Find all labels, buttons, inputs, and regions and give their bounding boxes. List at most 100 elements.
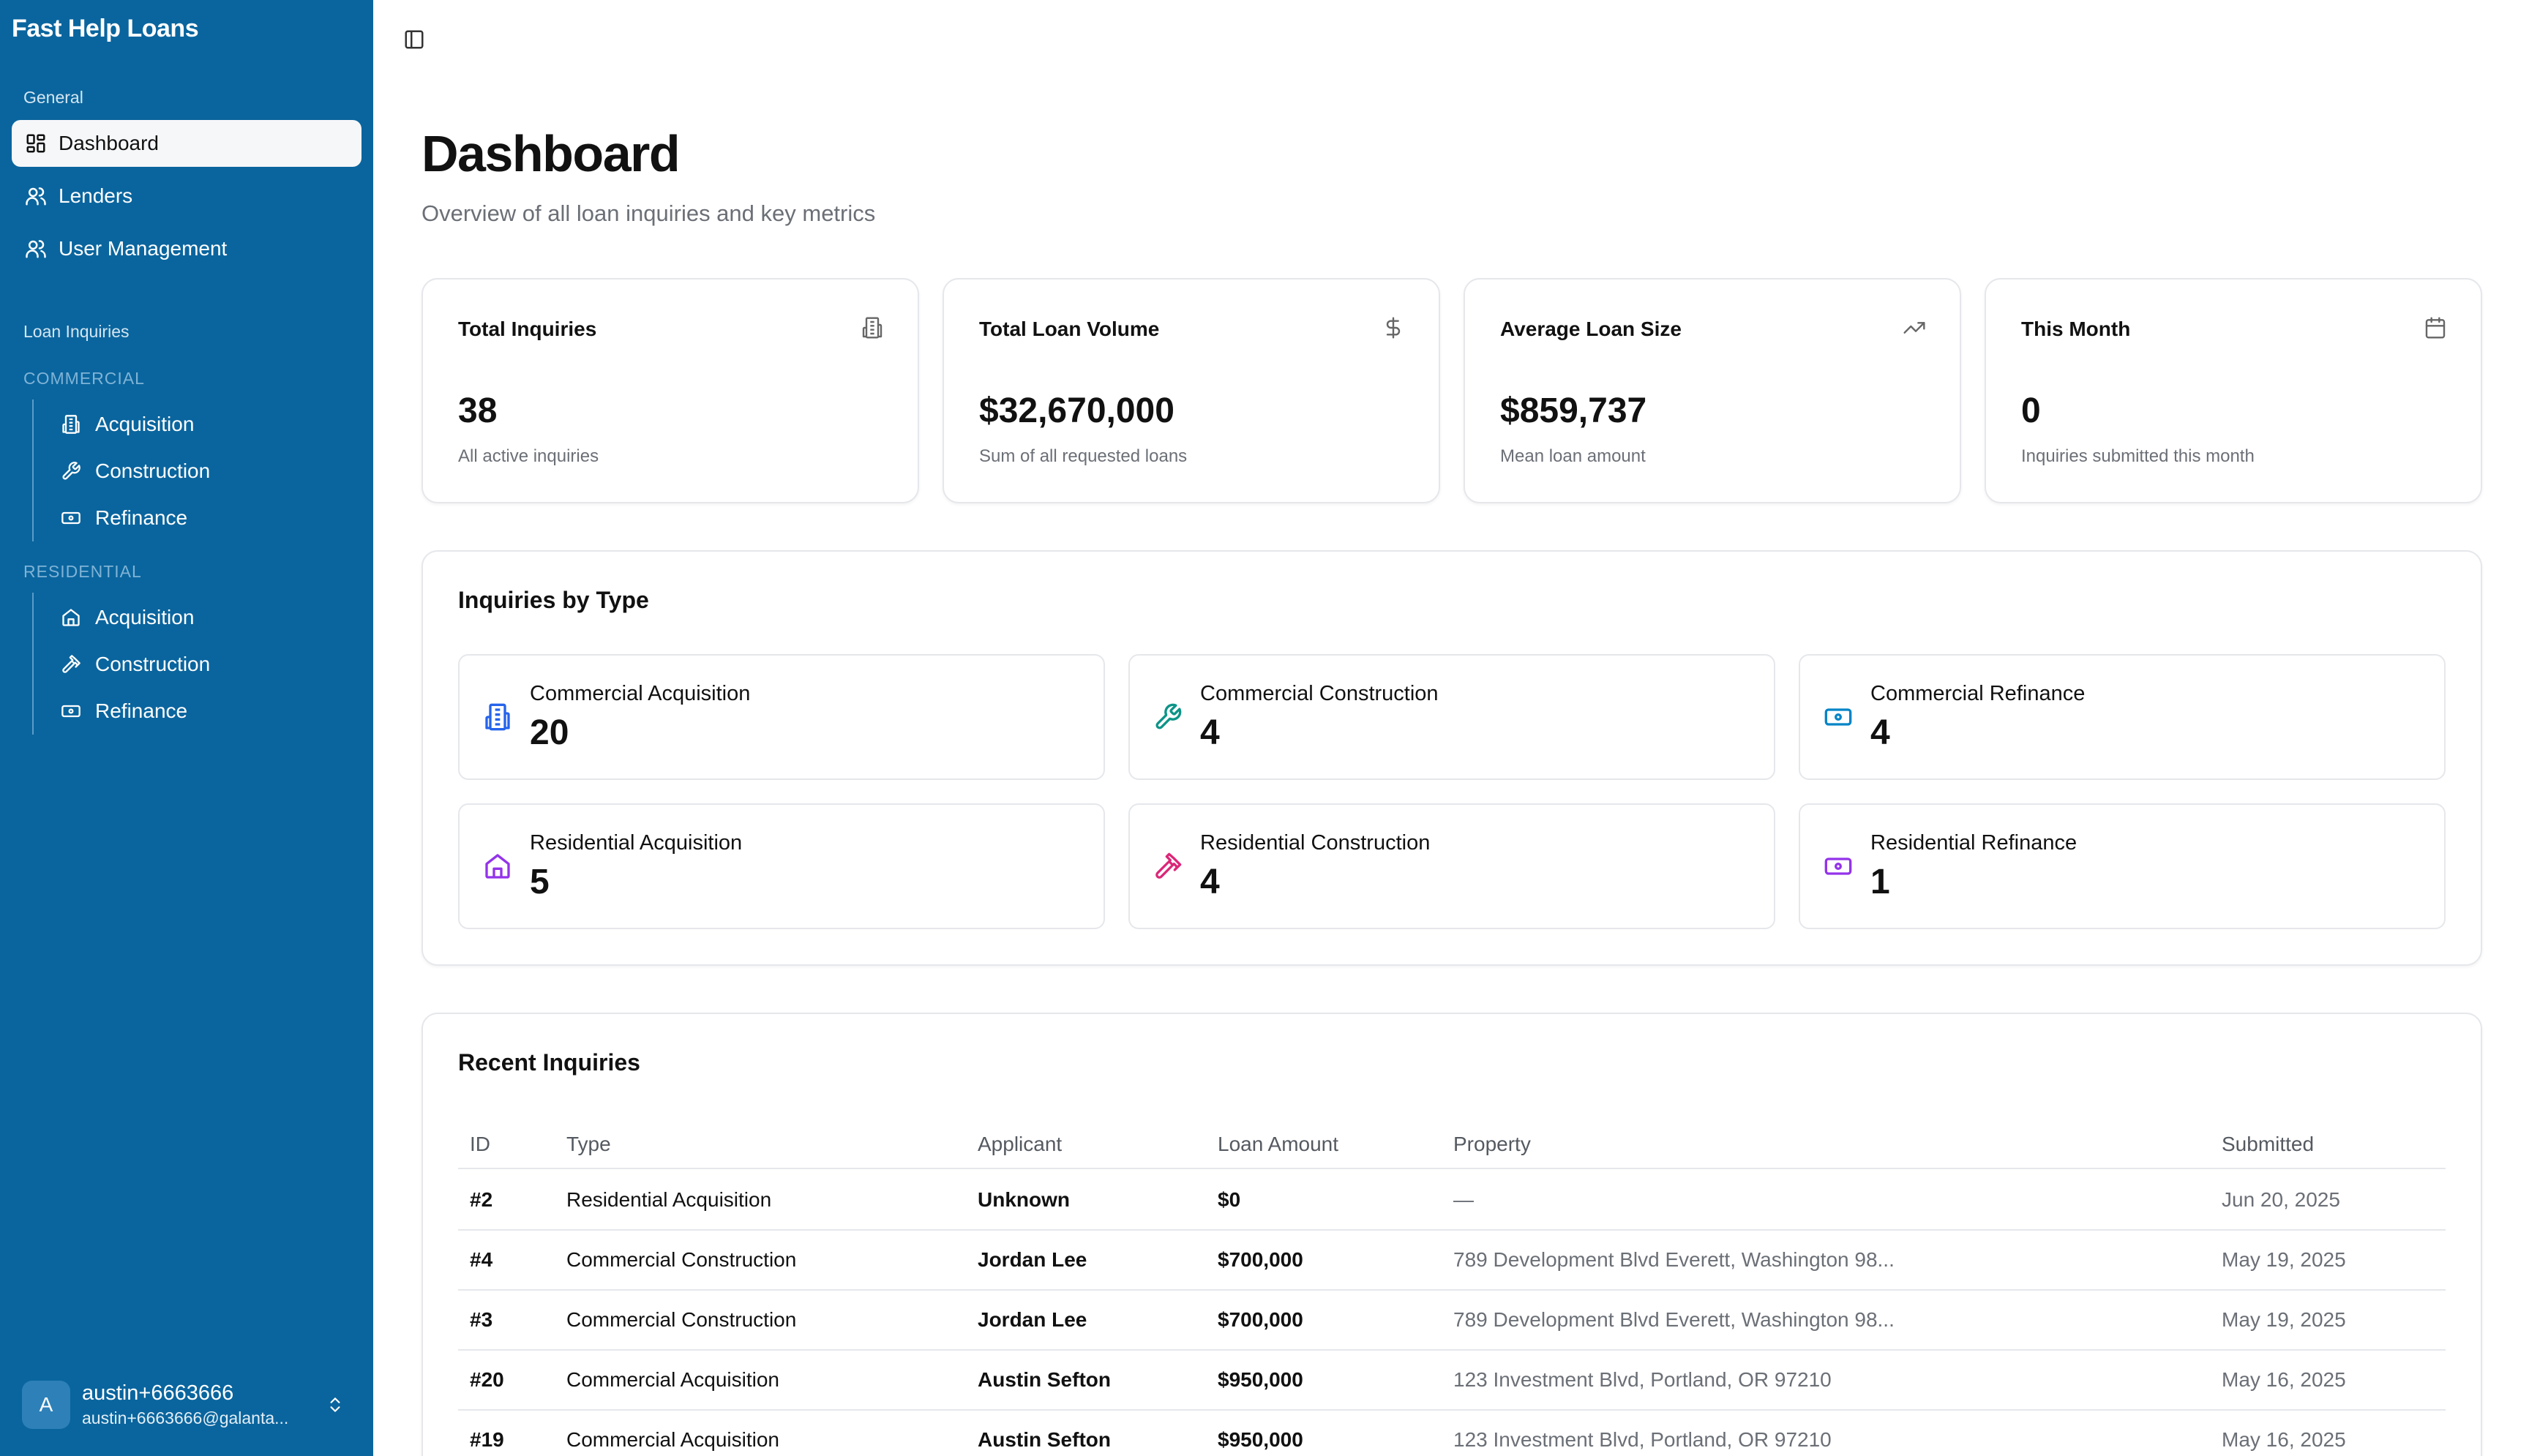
- house-icon: [59, 605, 83, 630]
- user-email: austin+6663666@galanta...: [82, 1408, 289, 1427]
- stat-card-total-inquiries: Total Inquiries 38 All active inquiries: [422, 278, 919, 503]
- type-label: Commercial Refinance: [1870, 682, 2086, 705]
- cell-id: #19: [470, 1428, 504, 1451]
- type-card-residential-refinance[interactable]: Residential Refinance 1: [1799, 803, 2446, 929]
- stat-value: $859,737: [1500, 391, 1647, 430]
- column-header-type[interactable]: Type: [566, 1133, 611, 1155]
- column-header-id[interactable]: ID: [470, 1133, 490, 1155]
- sidebar-item-residential-construction[interactable]: Construction: [48, 644, 356, 685]
- dollar-icon: [1380, 315, 1406, 341]
- sidebar-item-residential-refinance[interactable]: Refinance: [48, 691, 356, 732]
- stat-title: This Month: [2021, 318, 2131, 340]
- building-icon: [59, 412, 83, 437]
- stat-value: 0: [2021, 391, 2041, 430]
- stat-description: Inquiries submitted this month: [2021, 446, 2255, 466]
- table-row[interactable]: #20 Commercial Acquisition Austin Sefton…: [458, 1351, 2446, 1411]
- table-row[interactable]: #2 Residential Acquisition Unknown $0 — …: [458, 1171, 2446, 1231]
- sidebar-item-commercial-construction[interactable]: Construction: [48, 451, 356, 492]
- cell-applicant: Austin Sefton: [978, 1428, 1111, 1451]
- cell-submitted: May 16, 2025: [2222, 1428, 2346, 1451]
- user-menu[interactable]: A austin+6663666 austin+6663666@galanta.…: [12, 1368, 361, 1441]
- cell-submitted: Jun 20, 2025: [2222, 1188, 2340, 1211]
- type-label: Residential Refinance: [1870, 831, 2077, 855]
- type-card-residential-construction[interactable]: Residential Construction 4: [1128, 803, 1775, 929]
- table-header: ID Type Applicant Loan Amount Property S…: [458, 1127, 2446, 1169]
- chevrons-up-down-icon: [321, 1390, 350, 1419]
- type-label: Residential Acquisition: [530, 831, 743, 855]
- sidebar-item-lenders[interactable]: Lenders: [12, 173, 361, 219]
- type-count: 4: [1200, 713, 1220, 752]
- sidebar-item-label: Lenders: [59, 184, 133, 207]
- type-label: Residential Construction: [1200, 831, 1431, 855]
- recent-inquiries-card: Recent Inquiries: [422, 1013, 2482, 1456]
- column-header-property[interactable]: Property: [1453, 1133, 1531, 1155]
- building-icon: [859, 315, 885, 341]
- sidebar-item-residential-acquisition[interactable]: Acquisition: [48, 597, 356, 638]
- type-count: 5: [530, 863, 550, 901]
- sidebar-item-label: Dashboard: [59, 132, 159, 154]
- type-card-commercial-acquisition[interactable]: Commercial Acquisition 20: [458, 654, 1105, 780]
- cell-property: 789 Development Blvd Everett, Washington…: [1453, 1248, 1895, 1271]
- type-count: 20: [530, 713, 569, 752]
- calendar-icon: [2422, 315, 2449, 341]
- cell-type: Commercial Acquisition: [566, 1368, 779, 1391]
- column-header-loan-amount[interactable]: Loan Amount: [1218, 1133, 1339, 1155]
- banknote-icon: [59, 699, 83, 724]
- cell-submitted: May 16, 2025: [2222, 1368, 2346, 1391]
- sidebar-item-label: Construction: [95, 653, 211, 675]
- table-row[interactable]: #3 Commercial Construction Jordan Lee $7…: [458, 1291, 2446, 1351]
- cell-id: #4: [470, 1248, 493, 1271]
- dashboard-grid-icon: [23, 131, 48, 156]
- stat-title: Total Loan Volume: [979, 318, 1160, 340]
- sidebar-item-label: Refinance: [95, 699, 188, 722]
- cell-loan-amount: $950,000: [1218, 1368, 1303, 1391]
- nav-group-label-loan-inquiries: Loan Inquiries: [23, 322, 130, 341]
- page-subtitle: Overview of all loan inquiries and key m…: [422, 200, 876, 226]
- panel-left-icon: [403, 29, 425, 54]
- cell-submitted: May 19, 2025: [2222, 1308, 2346, 1331]
- table-row[interactable]: #4 Commercial Construction Jordan Lee $7…: [458, 1231, 2446, 1291]
- column-header-applicant[interactable]: Applicant: [978, 1133, 1063, 1155]
- sidebar-toggle-button[interactable]: [400, 26, 429, 56]
- cell-type: Commercial Construction: [566, 1308, 797, 1331]
- wrench-icon: [1150, 699, 1185, 735]
- type-card-commercial-construction[interactable]: Commercial Construction 4: [1128, 654, 1775, 780]
- section-title: Inquiries by Type: [458, 587, 649, 613]
- cell-property: 123 Investment Blvd, Portland, OR 97210: [1453, 1368, 1832, 1391]
- type-count: 1: [1870, 863, 1890, 901]
- sidebar-item-commercial-acquisition[interactable]: Acquisition: [48, 404, 356, 445]
- sidebar-item-user-management[interactable]: User Management: [12, 225, 361, 272]
- sidebar: Fast Help Loans General Dashboard Lender…: [0, 0, 373, 1456]
- type-card-residential-acquisition[interactable]: Residential Acquisition 5: [458, 803, 1105, 929]
- trending-up-icon: [1901, 315, 1927, 341]
- stat-card-total-loan-volume: Total Loan Volume $32,670,000 Sum of all…: [943, 278, 1440, 503]
- avatar: A: [22, 1381, 70, 1429]
- app-brand[interactable]: Fast Help Loans: [12, 15, 199, 42]
- cell-property: —: [1453, 1188, 1474, 1211]
- hammer-icon: [59, 652, 83, 677]
- cell-type: Commercial Construction: [566, 1248, 797, 1271]
- cell-id: #3: [470, 1308, 493, 1331]
- type-card-commercial-refinance[interactable]: Commercial Refinance 4: [1799, 654, 2446, 780]
- banknote-icon: [1821, 849, 1856, 884]
- cell-loan-amount: $700,000: [1218, 1248, 1303, 1271]
- nav-section-label-commercial: COMMERCIAL: [23, 369, 145, 388]
- banknote-icon: [1821, 699, 1856, 735]
- stat-card-average-loan-size: Average Loan Size $859,737 Mean loan amo…: [1464, 278, 1961, 503]
- cell-id: #2: [470, 1188, 493, 1211]
- cell-loan-amount: $950,000: [1218, 1428, 1303, 1451]
- column-header-submitted[interactable]: Submitted: [2222, 1133, 2315, 1155]
- sidebar-item-commercial-refinance[interactable]: Refinance: [48, 498, 356, 539]
- cell-type: Commercial Acquisition: [566, 1428, 779, 1451]
- section-title: Recent Inquiries: [458, 1049, 640, 1076]
- user-name: austin+6663666: [82, 1381, 234, 1405]
- stat-title: Total Inquiries: [458, 318, 597, 340]
- nav-section-label-residential: RESIDENTIAL: [23, 562, 142, 581]
- building-icon: [480, 699, 515, 735]
- wrench-icon: [59, 459, 83, 484]
- type-label: Commercial Acquisition: [530, 682, 751, 705]
- sidebar-item-dashboard[interactable]: Dashboard: [12, 120, 361, 167]
- house-icon: [480, 849, 515, 884]
- inquiries-by-type-card: Inquiries by Type Commercial Acquisition…: [422, 550, 2482, 966]
- table-row[interactable]: #19 Commercial Acquisition Austin Sefton…: [458, 1411, 2446, 1456]
